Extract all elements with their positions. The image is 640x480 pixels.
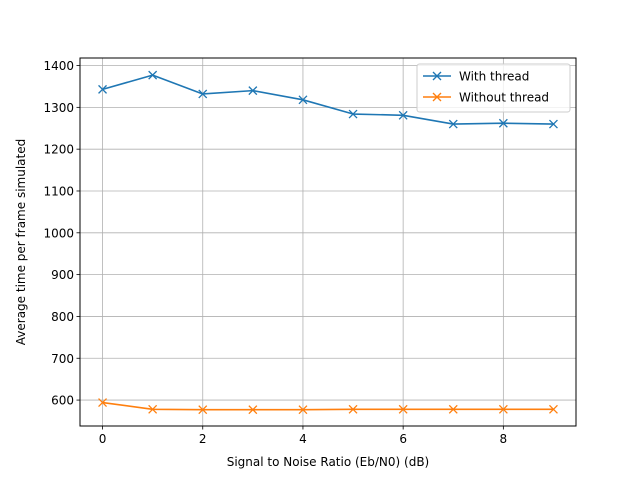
- series-2: [98, 398, 558, 415]
- data-point-marker: [98, 398, 108, 408]
- data-point-marker: [198, 405, 208, 415]
- legend-label: Without thread: [459, 91, 549, 105]
- y-tick-label: 1000: [43, 226, 74, 240]
- data-point-marker: [248, 405, 258, 415]
- x-tick-label: 8: [500, 432, 508, 446]
- y-tick-label: 1100: [43, 184, 74, 198]
- y-tick-label: 1200: [43, 143, 74, 157]
- y-tick-label: 1300: [43, 101, 74, 115]
- data-point-marker: [498, 404, 508, 414]
- x-axis-label: Signal to Noise Ratio (Eb/N0) (dB): [227, 455, 430, 469]
- data-point-marker: [448, 404, 458, 414]
- legend-box: [416, 63, 571, 113]
- data-point-marker: [98, 84, 108, 94]
- y-tick-label: 800: [51, 310, 74, 324]
- data-point-marker: [148, 70, 158, 80]
- data-point-marker: [298, 405, 308, 415]
- series-line: [102, 74, 554, 125]
- y-axis-label: Average time per frame simulated: [14, 139, 28, 345]
- x-tick-label: 6: [399, 432, 407, 446]
- data-point-marker: [498, 118, 508, 128]
- legend-label: With thread: [459, 70, 529, 84]
- data-point-marker: [548, 119, 558, 129]
- data-point-marker: [148, 404, 158, 414]
- data-point-marker: [248, 86, 258, 96]
- data-point-marker: [298, 95, 308, 105]
- y-tick-label: 1400: [43, 59, 74, 73]
- data-point-marker: [198, 89, 208, 99]
- data-point-marker: [548, 404, 558, 414]
- data-point-marker: [348, 404, 358, 414]
- y-tick-label: 600: [51, 394, 74, 408]
- data-point-marker: [398, 110, 408, 120]
- legend: With thread Without thread: [416, 63, 571, 113]
- y-tick-label: 900: [51, 268, 74, 282]
- series-line: [102, 401, 554, 411]
- data-point-marker: [448, 119, 458, 129]
- series-group: [98, 70, 558, 415]
- data-point-marker: [348, 109, 358, 119]
- data-point-marker: [398, 404, 408, 414]
- grid: [80, 58, 576, 426]
- x-tick-label: 4: [299, 432, 307, 446]
- axis-ticks: 0 2 4 6 8 600 700 800 900 1000 1100 1200 1300 1400: [43, 59, 507, 446]
- series-1: [98, 70, 558, 129]
- y-tick-label: 700: [51, 352, 74, 366]
- legend-item: With thread: [423, 70, 529, 84]
- x-tick-label: 0: [99, 432, 107, 446]
- x-tick-label: 2: [199, 432, 207, 446]
- plot-frame: [79, 57, 577, 427]
- legend-marker: [432, 71, 442, 81]
- legend-marker: [432, 92, 442, 102]
- legend-item: Without thread: [423, 91, 549, 105]
